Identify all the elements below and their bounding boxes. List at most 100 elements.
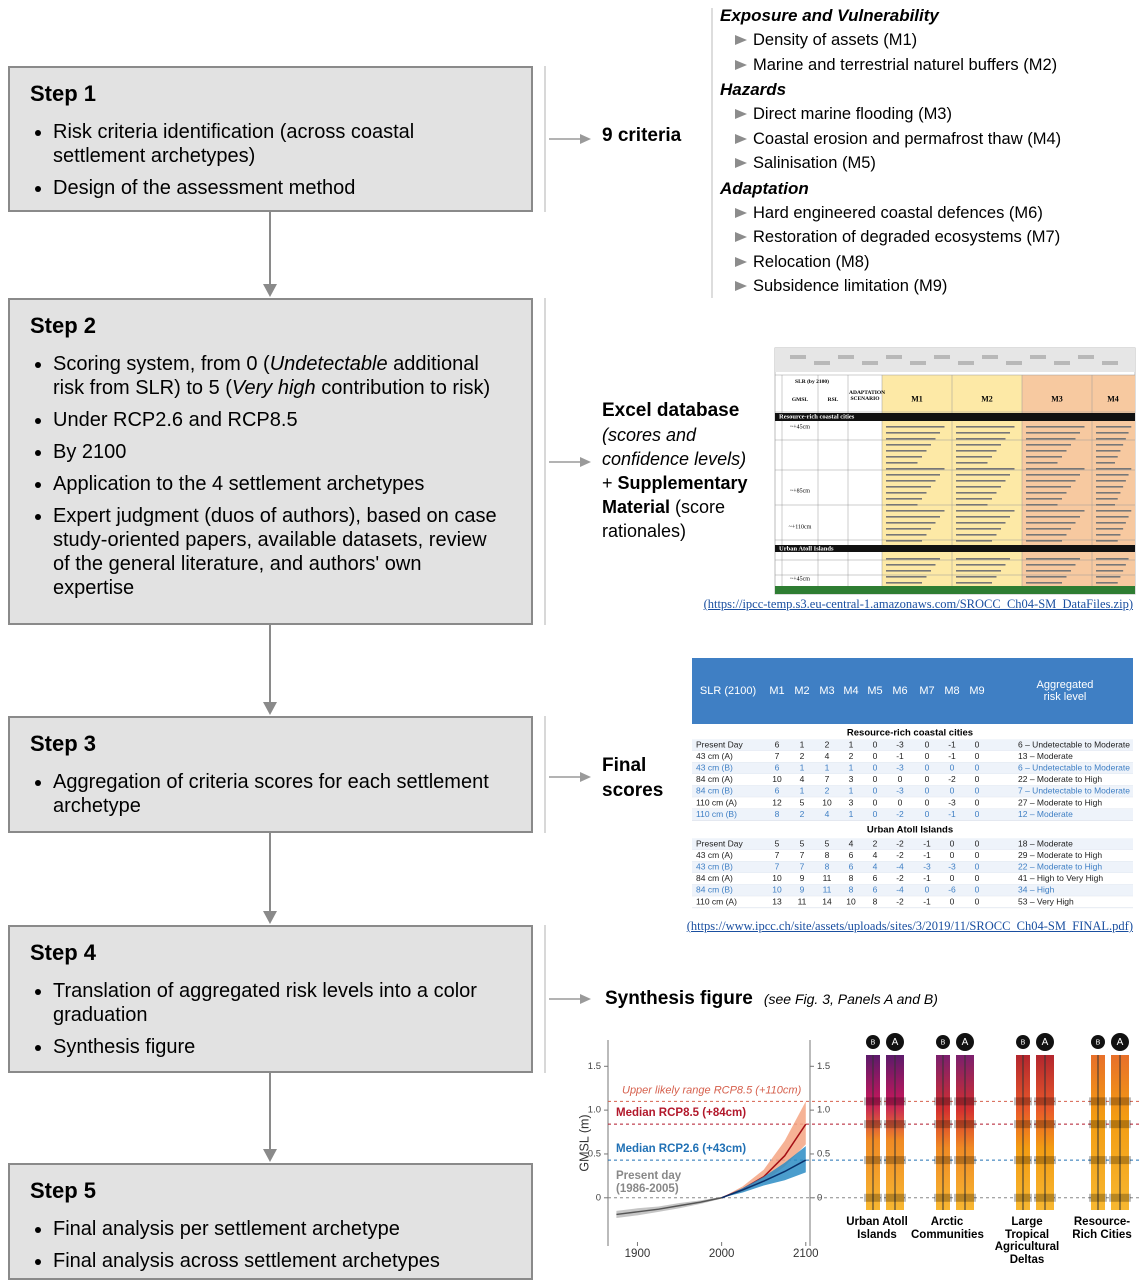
sheet-gmsl: ~+45cm xyxy=(790,424,810,431)
score: 4 xyxy=(849,838,854,848)
level-marker xyxy=(1109,1120,1131,1129)
bullet-text: Application to the 4 settlement archetyp… xyxy=(53,473,425,495)
score: 7 xyxy=(775,850,780,860)
score: 0 xyxy=(873,739,878,749)
annotation: Upper likely range RCP8.5 (+110cm) xyxy=(622,1084,802,1096)
toolbar-icon xyxy=(862,361,878,365)
sheet-band xyxy=(775,545,1135,552)
risk-level: 27 – Moderate to High xyxy=(1018,797,1102,807)
score: 0 xyxy=(873,774,878,784)
arrow-head xyxy=(580,994,591,1004)
score: 1 xyxy=(825,762,830,772)
final-scores-link[interactable]: (https://www.ipcc.ch/site/assets/uploads… xyxy=(686,919,1133,933)
score: 12 xyxy=(772,797,782,807)
score: 11 xyxy=(823,885,832,895)
score: -1 xyxy=(923,896,931,906)
score: -1 xyxy=(948,809,956,819)
score: 0 xyxy=(898,774,903,784)
sheet-band xyxy=(775,413,1135,421)
sheet-cell-text xyxy=(956,468,1015,470)
score: -2 xyxy=(896,896,904,906)
sheet-cell-text xyxy=(1096,522,1126,524)
y-tick-label: 1.0 xyxy=(588,1105,601,1116)
sheet-cell-text xyxy=(1026,480,1076,482)
criterion: Direct marine flooding (M3) xyxy=(720,102,1148,127)
score: -3 xyxy=(948,861,956,871)
risk-level: 34 – High xyxy=(1018,885,1055,895)
score: 0 xyxy=(925,774,930,784)
criterion: Salinisation (M5) xyxy=(720,151,1148,176)
step-box: Step 5 Final analysis per settlement arch… xyxy=(8,1163,533,1280)
sheet-header: M4 xyxy=(1107,394,1119,404)
bullet-list: Scoring system, from 0 (Undetectable add… xyxy=(30,352,503,600)
score: 5 xyxy=(800,838,805,848)
score: 0 xyxy=(950,838,955,848)
sheet-cell-text xyxy=(1096,450,1121,452)
scenario-badge xyxy=(1036,1033,1054,1051)
bullet-text: Very high xyxy=(231,377,316,399)
score: 8 xyxy=(825,861,830,871)
score: 6 xyxy=(775,762,780,772)
criterion: Marine and terrestrial naturel buffers (… xyxy=(720,53,1148,78)
bullet-text: Under RCP2.6 and RCP8.5 xyxy=(53,409,298,431)
score: 6 xyxy=(849,861,854,871)
score: -4 xyxy=(896,885,904,895)
sheet-cell-text xyxy=(1096,474,1129,476)
level-marker xyxy=(864,1193,882,1202)
level-marker xyxy=(1014,1120,1032,1129)
sheet-cell-text xyxy=(886,498,922,500)
score: 7 xyxy=(825,774,830,784)
bullet-text: Final analysis per settlement archetype xyxy=(53,1218,400,1240)
level-marker xyxy=(954,1193,976,1202)
y-tick-label: 0.5 xyxy=(588,1148,601,1159)
score: 5 xyxy=(825,838,830,848)
bullet-text: Final analysis across settlement archety… xyxy=(53,1250,440,1272)
score: 6 xyxy=(873,885,878,895)
level-marker xyxy=(1109,1193,1131,1202)
sheet-header: ADAPTATION SCENARIO xyxy=(849,389,886,402)
scenario-label: B xyxy=(1021,1039,1026,1046)
level-marker xyxy=(1034,1120,1056,1129)
row-label: 43 cm (B) xyxy=(696,861,733,871)
score: -1 xyxy=(948,751,956,761)
scenario-badge xyxy=(1016,1035,1030,1049)
sheet-cell-text xyxy=(956,540,992,542)
table-column-header: SLR (2100) xyxy=(699,684,757,697)
sheet-cell-text xyxy=(1096,462,1115,464)
sheet-cell-text xyxy=(956,558,1010,560)
score: 6 xyxy=(849,850,854,860)
scenario-badge xyxy=(1111,1033,1129,1051)
row-label: 110 cm (B) xyxy=(696,809,737,819)
sheet-cell-text xyxy=(1096,516,1129,518)
score: 0 xyxy=(873,751,878,761)
score: 6 xyxy=(873,873,878,883)
annotation: Median RCP2.6 (+43cm) xyxy=(616,1143,746,1155)
bullet: Scoring system, from 0 (Undetectable add… xyxy=(53,352,503,400)
score: 4 xyxy=(873,850,878,860)
sheet-cell-text xyxy=(886,570,931,572)
arrow-head xyxy=(580,134,591,144)
sheet-cell-text xyxy=(956,564,1006,566)
score: 0 xyxy=(950,786,955,796)
scenario-badge xyxy=(936,1035,950,1049)
sheet-cell-text xyxy=(956,444,1001,446)
score: 1 xyxy=(849,786,854,796)
score: 0 xyxy=(898,797,903,807)
criterion: Coastal erosion and permafrost thaw (M4) xyxy=(720,127,1148,152)
level-marker xyxy=(1014,1097,1032,1106)
score: 10 xyxy=(772,873,782,883)
criteria-heading: Hazards xyxy=(720,80,787,99)
sheet-cell-text xyxy=(886,468,945,470)
row-label: 84 cm (B) xyxy=(696,786,733,796)
excel-link[interactable]: (https://ipcc-temp.s3.eu-central-1.amazo… xyxy=(703,597,1133,611)
score-table: Resource-rich coastal cities Present Day 6… xyxy=(692,658,1133,913)
score: -3 xyxy=(923,861,931,871)
step-box: Step 4 Translation of aggregated risk lev… xyxy=(8,925,533,1073)
sheet-cell-text xyxy=(1026,456,1062,458)
bullet: Final analysis per settlement archetype xyxy=(53,1217,503,1241)
score: 0 xyxy=(925,885,930,895)
score: 4 xyxy=(825,751,830,761)
sheet-cell-text xyxy=(886,558,940,560)
bullet-text: Expert judgment (duos of authors), based… xyxy=(53,505,497,599)
